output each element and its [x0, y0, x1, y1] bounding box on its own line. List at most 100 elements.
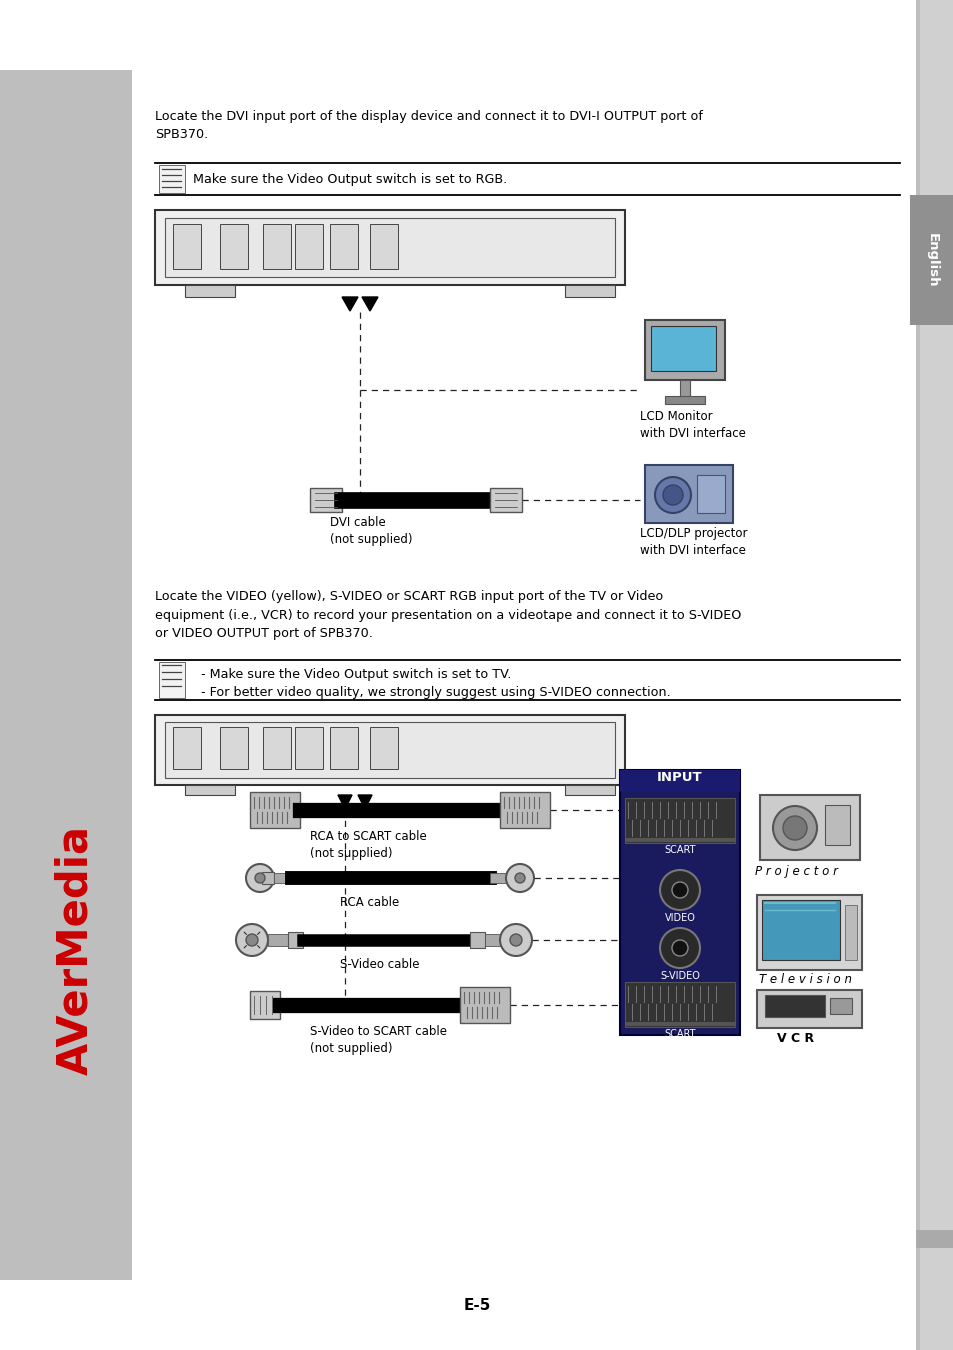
Text: Make sure the Video Output switch is set to RGB.: Make sure the Video Output switch is set… [193, 173, 507, 185]
Bar [697, 475, 724, 513]
Bar [294, 224, 323, 269]
Bar [263, 728, 291, 770]
Text: - For better video quality, we strongly suggest using S-VIDEO connection.: - For better video quality, we strongly … [193, 686, 670, 699]
Bar [470, 931, 484, 948]
Bar [159, 165, 185, 193]
Circle shape [655, 477, 690, 513]
Text: T e l e v i s i o n: T e l e v i s i o n [759, 973, 851, 985]
Bar [330, 728, 357, 770]
Polygon shape [337, 795, 352, 809]
Text: DVI cable
(not supplied): DVI cable (not supplied) [330, 516, 412, 545]
Bar [250, 792, 299, 828]
Polygon shape [361, 297, 377, 310]
Text: S-Video cable: S-Video cable [339, 958, 419, 971]
Text: Locate the DVI input port of the display device and connect it to DVI-I OUTPUT p: Locate the DVI input port of the display… [154, 109, 702, 142]
Text: VIDEO: VIDEO [664, 913, 695, 923]
Bar [650, 325, 716, 371]
Bar [490, 487, 521, 512]
Circle shape [662, 485, 682, 505]
Bar [619, 769, 740, 792]
Circle shape [510, 934, 521, 946]
Text: English: English [924, 232, 938, 288]
Bar [760, 795, 859, 860]
Bar [459, 987, 510, 1023]
Bar [507, 872, 519, 884]
Bar [619, 769, 740, 1035]
Text: RCA to SCART cable
(not supplied): RCA to SCART cable (not supplied) [310, 830, 426, 860]
Bar [490, 873, 507, 883]
Bar [624, 798, 734, 842]
Circle shape [235, 923, 268, 956]
Circle shape [772, 806, 816, 850]
Bar [294, 728, 323, 770]
Circle shape [246, 864, 274, 892]
Text: LCD/DLP projector
with DVI interface: LCD/DLP projector with DVI interface [639, 526, 747, 558]
Bar [761, 900, 840, 960]
Bar [370, 224, 397, 269]
Text: AVerMedia: AVerMedia [54, 825, 96, 1075]
Circle shape [782, 815, 806, 840]
Bar [624, 981, 734, 1027]
Bar [915, 0, 953, 1350]
Bar [268, 934, 288, 946]
Text: Locate the VIDEO (yellow), S-VIDEO or SCART RGB input port of the TV or Video
eq: Locate the VIDEO (yellow), S-VIDEO or SC… [154, 590, 740, 640]
Text: E-5: E-5 [463, 1297, 490, 1312]
Text: - Make sure the Video Output switch is set to TV.: - Make sure the Video Output switch is s… [193, 668, 511, 680]
Bar [624, 1022, 734, 1026]
Bar [154, 716, 624, 784]
Bar [844, 904, 856, 960]
Bar [644, 320, 724, 379]
Circle shape [499, 923, 532, 956]
Bar [172, 224, 201, 269]
Bar [915, 1230, 953, 1247]
Bar [185, 784, 234, 795]
Bar [274, 873, 292, 883]
Bar [664, 396, 704, 404]
Text: V C R: V C R [776, 1031, 813, 1045]
Bar [624, 838, 734, 842]
Text: INPUT: INPUT [657, 771, 702, 784]
Bar [564, 285, 615, 297]
Polygon shape [357, 795, 372, 809]
Text: SCART: SCART [663, 1029, 695, 1040]
Bar [159, 662, 185, 698]
Bar [154, 211, 624, 285]
Text: RCA cable: RCA cable [339, 896, 399, 909]
Text: LCD Monitor
with DVI interface: LCD Monitor with DVI interface [639, 410, 745, 440]
Bar [757, 990, 862, 1027]
Bar [644, 464, 732, 522]
Bar [370, 728, 397, 770]
Bar [288, 931, 303, 948]
Text: S-VIDEO: S-VIDEO [659, 971, 700, 981]
Bar [165, 217, 615, 277]
Bar [172, 728, 201, 770]
Circle shape [246, 934, 257, 946]
Bar [250, 991, 280, 1019]
Text: SCART: SCART [663, 845, 695, 855]
Circle shape [659, 927, 700, 968]
Bar [679, 379, 689, 398]
Bar [0, 70, 132, 1280]
Circle shape [505, 864, 534, 892]
Bar [764, 995, 824, 1017]
Circle shape [515, 873, 524, 883]
Bar [220, 728, 248, 770]
Bar [220, 224, 248, 269]
Circle shape [659, 869, 700, 910]
Circle shape [254, 873, 265, 883]
Bar [824, 805, 849, 845]
Bar [564, 784, 615, 795]
Circle shape [671, 882, 687, 898]
Bar [757, 895, 862, 971]
Polygon shape [341, 297, 357, 310]
Bar [263, 224, 291, 269]
Bar [330, 224, 357, 269]
Bar [909, 194, 953, 325]
Bar [484, 934, 504, 946]
Bar [165, 722, 615, 778]
Bar [262, 872, 274, 884]
Text: P r o j e c t o r: P r o j e c t o r [754, 865, 837, 878]
Bar [829, 998, 851, 1014]
Bar [185, 285, 234, 297]
Bar [499, 792, 550, 828]
